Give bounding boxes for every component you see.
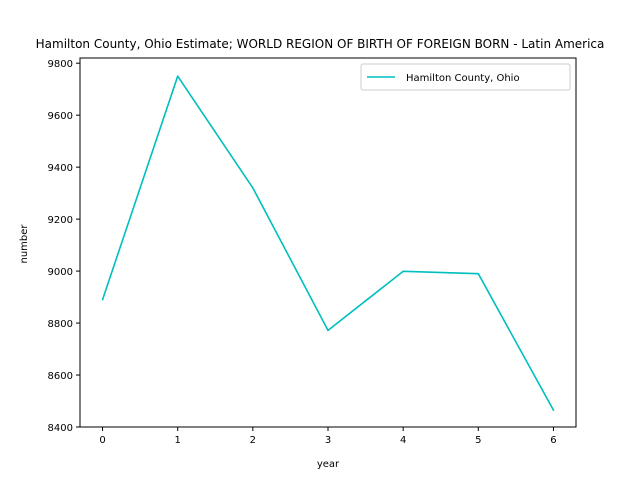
data-point: [402, 270, 404, 273]
x-tick-label: 5: [475, 435, 481, 446]
legend-label: Hamilton County, Ohio: [406, 73, 520, 84]
chart-title: Hamilton County, Ohio Estimate; WORLD RE…: [36, 37, 605, 51]
y-axis: 8400 8600 8800 9000 9200 9400 9600 9800: [48, 59, 80, 434]
y-tick-label: 9600: [48, 111, 73, 122]
x-tick-label: 3: [325, 435, 331, 446]
plot-frame: [79, 57, 577, 428]
x-axis: 0 1 2 3 4 5 6: [99, 427, 557, 446]
y-tick-label: 9000: [48, 267, 73, 278]
x-tick-label: 6: [550, 435, 556, 446]
y-axis-label: number: [19, 224, 30, 264]
y-tick-label: 8800: [48, 319, 73, 330]
y-tick-label: 9800: [48, 59, 73, 70]
data-point: [176, 75, 179, 77]
x-tick-label: 1: [175, 435, 181, 446]
y-tick-label: 8600: [48, 371, 73, 382]
y-tick-label: 8400: [48, 423, 73, 434]
data-point: [552, 409, 555, 411]
legend-box: [360, 63, 571, 91]
data-point: [101, 298, 104, 301]
data-point: [477, 272, 480, 275]
data-point: [327, 329, 329, 332]
plot-area: [79, 57, 577, 428]
x-axis-label: year: [317, 459, 340, 470]
x-tick-label: 4: [400, 435, 406, 446]
data-point: [252, 187, 254, 189]
series-layer: [101, 75, 555, 411]
x-tick-label: 2: [250, 435, 256, 446]
x-tick-label: 0: [99, 435, 105, 446]
y-tick-label: 9400: [48, 163, 73, 174]
series-line: [101, 75, 555, 411]
y-tick-label: 9200: [48, 215, 73, 226]
legend: Hamilton County, Ohio: [360, 63, 571, 91]
